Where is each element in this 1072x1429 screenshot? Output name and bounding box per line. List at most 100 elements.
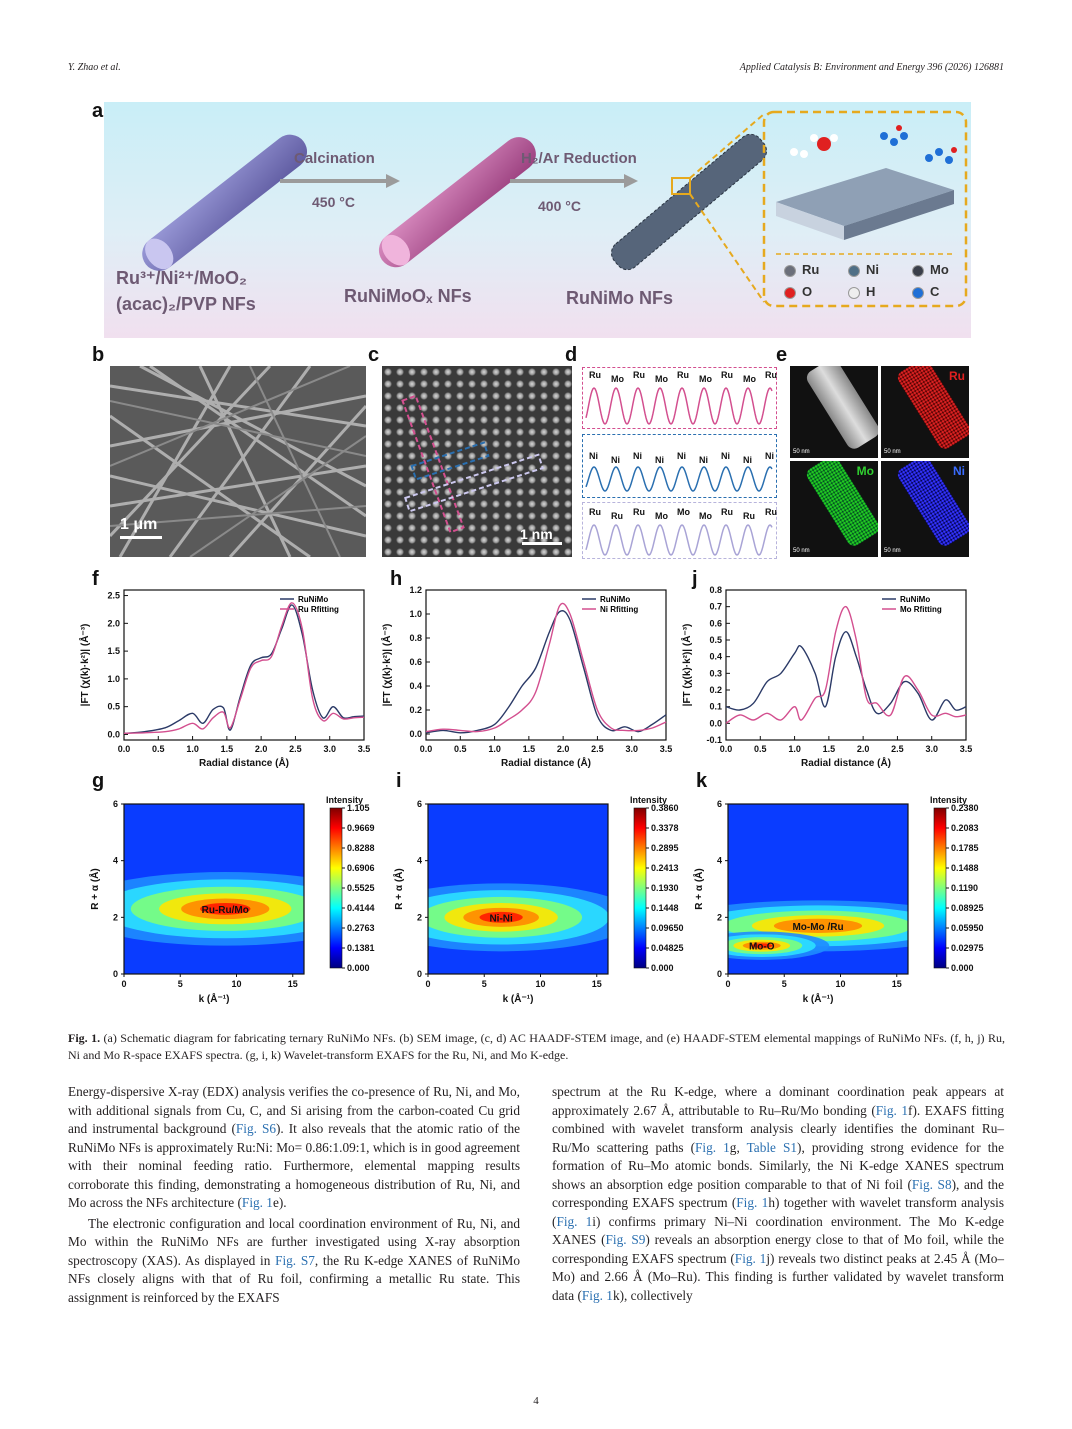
profile-atom-label: Ru: [765, 507, 777, 517]
y-tick-label: 6: [717, 799, 722, 809]
colorbar-label: 0.08925: [951, 903, 984, 913]
y-tick-label: 0.6: [409, 657, 422, 667]
y-axis-label: |FT (χ(k)·k²)| (Å⁻³): [680, 624, 693, 707]
link-fig-1f[interactable]: Fig. 1: [875, 1102, 909, 1118]
y-tick-label: 2.5: [107, 591, 120, 601]
profile-atom-label: Ni: [589, 451, 598, 461]
x-axis-label: Radial distance (Å): [501, 756, 591, 769]
colorbar-label: 0.05950: [951, 923, 984, 933]
chart-h-ni-exafs: 0.0 0.5 1.0 1.5 2.0 2.5 3.0 3.5 0.0 0.2 0.4 0.6 0.8 1…: [380, 585, 672, 769]
series-line-0: [123, 604, 365, 735]
x-axis-label: k (Å⁻¹): [503, 992, 534, 1005]
x-tick-label: 2.0: [255, 744, 268, 754]
panel-label-f: f: [92, 568, 99, 590]
heatmap-contour: [773, 918, 863, 933]
step1-label: Calcination: [294, 150, 375, 167]
legend-label: RuNiMo: [900, 595, 930, 604]
x-tick-label: 3.0: [323, 744, 336, 754]
x-tick-label: 1.0: [788, 744, 801, 754]
panel-label-k: k: [696, 770, 708, 792]
profile-atom-label: Ru: [611, 511, 623, 521]
profile-ni: Ni Ni Ni Ni Ni Ni Ni Ni Ni: [582, 434, 777, 498]
y-tick-label: 0.4: [709, 652, 722, 662]
colorbar-label: 0.1488: [951, 863, 979, 873]
water-molecule: [817, 137, 831, 151]
colorbar: [933, 807, 947, 969]
colorbar-label: 0.2895: [651, 843, 679, 853]
profile-atom-label: Mo: [699, 511, 712, 521]
chart-f-ru-exafs: 0.0 0.5 1.0 1.5 2.0 2.5 3.0 3.5 0.0 0.5 1.0 1.5 2.0 2…: [78, 589, 371, 769]
profile-mixed: Ru Ru Ru Mo Mo Mo Ru Ru Ru: [582, 502, 777, 559]
caption-text: (a) Schematic diagram for fabricating te…: [68, 1031, 1005, 1062]
oxide-label: RuNiMoOₓ NFs: [344, 286, 472, 306]
profile-atom-label: Ni: [655, 455, 664, 465]
colorbar-label: 0.4144: [347, 903, 375, 913]
heatmap-annotation: Mo-O: [749, 942, 775, 953]
y-tick-label: 0.2: [709, 685, 722, 695]
colorbar-label: 0.9669: [347, 823, 375, 833]
link-table-s1[interactable]: Table S1: [746, 1139, 798, 1155]
x-tick-label: 5: [482, 979, 487, 989]
y-tick-label: -0.1: [706, 735, 722, 745]
x-tick-label: 3.0: [625, 744, 638, 754]
profile-atom-label: Ni: [721, 451, 730, 461]
y-tick-label: 0.8: [409, 633, 422, 643]
series-line-0: [725, 630, 967, 721]
x-tick-label: 3.0: [925, 744, 938, 754]
profile-atom-label: Ru: [633, 507, 645, 517]
link-fig-1k[interactable]: Fig. 1: [581, 1287, 613, 1303]
x-tick-label: 0.5: [754, 744, 767, 754]
y-tick-label: 1.0: [409, 609, 422, 619]
y-tick-label: 0.3: [709, 668, 722, 678]
link-fig-1g[interactable]: Fig. 1: [695, 1139, 730, 1155]
y-tick-label: 0: [417, 969, 422, 979]
link-fig-s6[interactable]: Fig. S6: [235, 1121, 276, 1136]
body-column-right: spectrum at the Ru K-edge, where a domin…: [552, 1083, 1004, 1305]
link-fig-s8[interactable]: Fig. S8: [911, 1176, 952, 1192]
y-tick-label: 0: [113, 969, 118, 979]
legend-mo-atom: Mo: [912, 262, 949, 277]
temp2-label: 400 °C: [538, 198, 581, 214]
y-tick-label: 2: [417, 912, 422, 922]
y-tick-label: 0.0: [107, 729, 120, 739]
colorbar-title: Intensity: [326, 795, 363, 805]
profile-atom-label: Ru: [765, 370, 777, 380]
x-tick-label: 1.5: [823, 744, 836, 754]
x-tick-label: 0.5: [454, 744, 467, 754]
link-fig-1j[interactable]: Fig. 1: [734, 1250, 767, 1266]
legend-label: RuNiMo: [600, 595, 630, 604]
plot-frame: [123, 803, 305, 975]
x-tick-label: 0.0: [118, 744, 131, 754]
colorbar-label: 0.1930: [651, 883, 679, 893]
y-tick-label: 1.0: [107, 674, 120, 684]
x-tick-label: 0: [725, 979, 730, 989]
link-fig-1i[interactable]: Fig. 1: [556, 1213, 593, 1229]
paragraph-xas: The electronic configuration and local c…: [68, 1215, 520, 1305]
x-tick-label: 5: [178, 979, 183, 989]
x-tick-label: 10: [535, 979, 545, 989]
map-ru: Ru 50 nm: [881, 366, 969, 458]
link-fig-s9[interactable]: Fig. S9: [605, 1232, 646, 1247]
colorbar-label: 0.09650: [651, 923, 684, 933]
link-fig-s7[interactable]: Fig. S7: [275, 1252, 315, 1268]
x-tick-label: 15: [592, 979, 602, 989]
link-fig-1e[interactable]: Fig. 1: [241, 1195, 273, 1210]
x-tick-label: 3.5: [358, 744, 371, 754]
page-number: 4: [533, 1395, 539, 1407]
y-tick-label: 4: [717, 856, 722, 866]
link-fig-1h[interactable]: Fig. 1: [736, 1195, 769, 1210]
y-tick-label: 0.0: [409, 729, 422, 739]
haadf-image: 50 nm: [790, 366, 878, 458]
y-axis-label: R + α (Å): [88, 868, 101, 909]
figure-caption: Fig. 1. (a) Schematic diagram for fabric…: [68, 1030, 1005, 1064]
precursor-label-1: Ru³⁺/Ni²⁺/MoO₂: [116, 268, 247, 288]
colorbar-label: 0.8288: [347, 843, 375, 853]
profile-atom-label: Ru: [589, 507, 601, 517]
profile-atom-label: Mo: [699, 374, 712, 384]
x-tick-label: 1.0: [488, 744, 501, 754]
panel-label-i: i: [396, 770, 402, 792]
legend-label: Ru Rfitting: [298, 605, 339, 614]
x-tick-label: 2.0: [857, 744, 870, 754]
colorbar-label: 0.5525: [347, 883, 375, 893]
profile-atom-label: Mo: [655, 374, 668, 384]
